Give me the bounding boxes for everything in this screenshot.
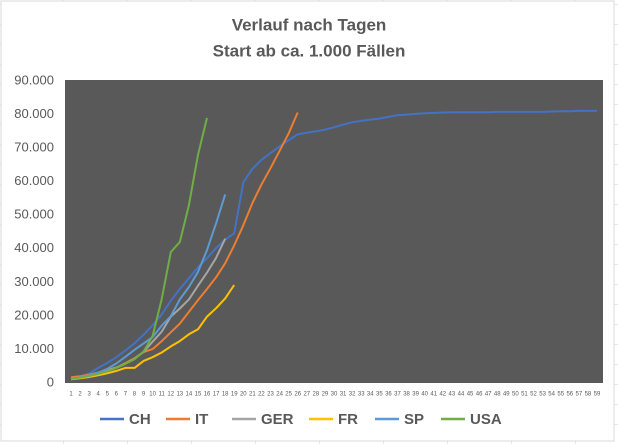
legend-label: CH: [129, 411, 151, 428]
x-tick-label: 51: [521, 392, 528, 398]
x-tick-label: 8: [133, 392, 137, 398]
x-tick-label: 10: [149, 392, 156, 398]
x-tick-label: 12: [167, 392, 174, 398]
chart-subtitle: Start ab ca. 1.000 Fällen: [213, 41, 406, 60]
x-tick-label: 7: [124, 392, 128, 398]
series-line: [70, 109, 597, 380]
x-tick-label: 26: [294, 392, 301, 398]
x-tick-label: 27: [303, 392, 310, 398]
x-tick-label: 28: [313, 392, 320, 398]
y-tick-label: 50.000: [14, 207, 54, 222]
x-tick-label: 46: [476, 392, 483, 398]
x-tick-label: 44: [458, 392, 465, 398]
x-tick-label: 56: [566, 392, 573, 398]
x-tick-label: 54: [548, 392, 555, 398]
y-tick-label: 0: [47, 374, 54, 389]
x-tick-label: 53: [539, 392, 546, 398]
x-tick-label: 22: [258, 392, 265, 398]
legend-label: SP: [404, 411, 424, 428]
x-tick-label: 23: [267, 392, 274, 398]
x-tick-label: 9: [142, 392, 146, 398]
x-tick-label: 35: [376, 392, 383, 398]
x-tick-label: 40: [421, 392, 428, 398]
x-tick-label: 34: [367, 392, 374, 398]
x-tick-label: 6: [115, 392, 119, 398]
x-tick-label: 5: [106, 392, 110, 398]
legend-label: USA: [470, 411, 502, 428]
x-tick-label: 29: [322, 392, 329, 398]
x-tick-label: 57: [576, 392, 583, 398]
plot-area: [65, 80, 603, 383]
x-tick-label: 43: [449, 392, 456, 398]
series-line: [70, 117, 208, 380]
x-tick-label: 39: [412, 392, 419, 398]
x-tick-label: 19: [231, 392, 238, 398]
x-tick-label: 32: [349, 392, 356, 398]
x-tick-label: 36: [385, 392, 392, 398]
series-line: [70, 194, 227, 380]
x-tick-label: 48: [494, 392, 501, 398]
x-tick-label: 30: [331, 392, 338, 398]
x-tick-label: 4: [97, 392, 101, 398]
y-tick-label: 70.000: [14, 140, 54, 155]
x-tick-label: 49: [503, 392, 510, 398]
x-tick-label: 17: [213, 392, 220, 398]
legend-label: IT: [195, 411, 208, 428]
x-tick-label: 42: [439, 392, 446, 398]
x-tick-label: 50: [512, 392, 519, 398]
series-line: [70, 284, 236, 381]
y-tick-label: 20.000: [14, 307, 54, 322]
x-tick-label: 2: [78, 392, 82, 398]
x-tick-label: 45: [467, 392, 474, 398]
x-tick-label: 59: [594, 392, 601, 398]
x-tick-label: 38: [403, 392, 410, 398]
x-tick-label: 14: [186, 392, 193, 398]
x-tick-label: 55: [557, 392, 564, 398]
x-tick-label: 3: [87, 392, 91, 398]
x-tick-label: 31: [340, 392, 347, 398]
x-tick-label: 16: [204, 392, 211, 398]
x-tick-label: 1: [69, 392, 73, 398]
y-tick-label: 80.000: [14, 106, 54, 121]
x-tick-label: 47: [485, 392, 492, 398]
y-tick-label: 10.000: [14, 341, 54, 356]
x-tick-label: 21: [249, 392, 256, 398]
x-tick-label: 24: [276, 392, 283, 398]
x-tick-label: 13: [176, 392, 183, 398]
x-tick-label: 18: [222, 392, 229, 398]
x-tick-label: 33: [358, 392, 365, 398]
x-tick-label: 37: [394, 392, 401, 398]
x-tick-label: 52: [530, 392, 537, 398]
x-tick-label: 20: [240, 392, 247, 398]
x-tick-label: 15: [195, 392, 202, 398]
y-tick-label: 40.000: [14, 240, 54, 255]
y-tick-label: 90.000: [14, 72, 54, 87]
chart-title: Verlauf nach Tagen: [232, 15, 387, 34]
y-tick-label: 60.000: [14, 173, 54, 188]
x-tick-label: 41: [430, 392, 437, 398]
x-tick-label: 58: [585, 392, 592, 398]
legend-label: GER: [261, 411, 294, 428]
y-tick-label: 30.000: [14, 274, 54, 289]
x-tick-label: 11: [159, 392, 166, 398]
legend-label: FR: [338, 411, 358, 428]
x-tick-label: 25: [285, 392, 292, 398]
